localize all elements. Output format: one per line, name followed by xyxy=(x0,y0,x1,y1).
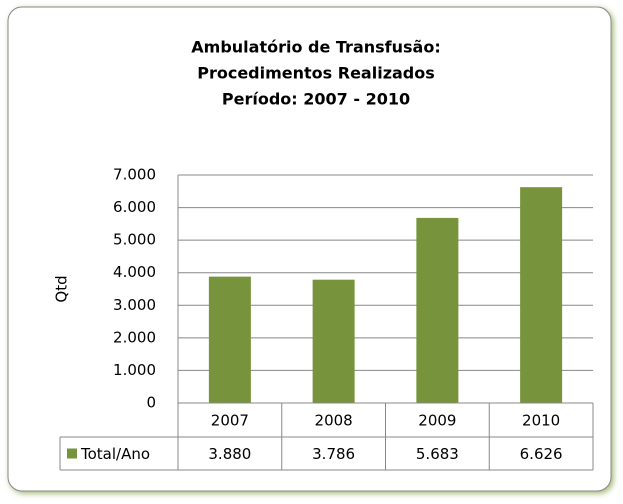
y-axis-label: Qtd xyxy=(53,275,71,302)
bar xyxy=(208,276,251,403)
chart-title: Ambulatório de Transfusão: xyxy=(191,38,440,57)
y-tick-label: 6.000 xyxy=(113,198,156,216)
bar xyxy=(312,279,355,403)
legend-label: Total/Ano xyxy=(80,445,150,463)
y-tick-label: 3.000 xyxy=(113,296,156,314)
y-tick-label: 4.000 xyxy=(113,263,156,281)
x-tick-label: 2007 xyxy=(211,412,249,430)
x-tick-label: 2008 xyxy=(315,412,353,430)
data-table-value: 6.626 xyxy=(520,445,563,463)
y-tick-label: 1.000 xyxy=(113,361,156,379)
data-table-value: 5.683 xyxy=(416,445,459,463)
data-table-value: 3.786 xyxy=(312,445,355,463)
bar xyxy=(416,217,459,403)
y-tick-label: 7.000 xyxy=(113,166,156,184)
data-table-value: 3.880 xyxy=(208,445,251,463)
y-tick-label: 0 xyxy=(146,394,156,412)
chart-title: Período: 2007 - 2010 xyxy=(222,90,410,109)
x-tick-label: 2009 xyxy=(418,412,456,430)
chart-title: Procedimentos Realizados xyxy=(197,64,435,83)
y-tick-label: 2.000 xyxy=(113,328,156,346)
legend-key xyxy=(67,448,77,459)
x-tick-label: 2010 xyxy=(522,412,560,430)
y-tick-label: 5.000 xyxy=(113,231,156,249)
bar xyxy=(520,187,563,403)
